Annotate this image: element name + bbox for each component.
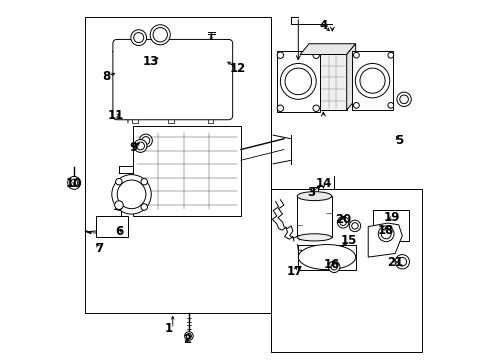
Text: 3: 3 (306, 186, 314, 199)
Text: 14: 14 (315, 177, 331, 190)
Bar (96, 216, 128, 237)
Circle shape (378, 226, 393, 242)
Circle shape (134, 139, 147, 152)
Ellipse shape (297, 234, 331, 241)
Text: 8: 8 (102, 69, 110, 82)
Text: 10: 10 (66, 177, 82, 190)
Circle shape (285, 68, 311, 95)
Circle shape (387, 52, 393, 58)
Bar (351, 51, 392, 110)
Circle shape (396, 92, 410, 107)
Text: 19: 19 (383, 211, 399, 224)
Bar (133, 126, 241, 216)
Text: 20: 20 (334, 213, 350, 226)
Circle shape (399, 95, 407, 104)
Circle shape (133, 33, 143, 42)
Bar (271, 189, 421, 352)
Circle shape (184, 332, 193, 340)
Text: 13: 13 (143, 55, 159, 68)
Circle shape (330, 264, 337, 270)
Text: 2: 2 (183, 333, 191, 346)
Bar (276, 51, 319, 112)
Polygon shape (300, 44, 355, 54)
Circle shape (348, 220, 360, 231)
Ellipse shape (297, 192, 331, 201)
Circle shape (312, 52, 319, 58)
Circle shape (131, 30, 146, 45)
Circle shape (277, 105, 283, 112)
Circle shape (280, 63, 316, 99)
Ellipse shape (298, 244, 355, 270)
Text: 1: 1 (165, 322, 173, 335)
Circle shape (115, 204, 122, 210)
Circle shape (117, 180, 145, 209)
Text: 5: 5 (394, 134, 402, 147)
Circle shape (351, 223, 357, 229)
Circle shape (136, 142, 144, 150)
Circle shape (277, 52, 283, 58)
Bar (300, 54, 346, 110)
Text: 7: 7 (95, 242, 103, 255)
Circle shape (337, 217, 348, 228)
Circle shape (67, 176, 81, 189)
Circle shape (380, 229, 390, 239)
Circle shape (112, 175, 151, 214)
Circle shape (150, 25, 170, 45)
Text: 9: 9 (129, 141, 137, 154)
Circle shape (394, 255, 408, 269)
Bar (85, 17, 271, 313)
Circle shape (142, 136, 149, 144)
Bar (298, 244, 355, 270)
Polygon shape (346, 44, 355, 110)
Circle shape (153, 28, 167, 42)
Circle shape (359, 68, 384, 93)
Circle shape (139, 134, 152, 147)
Circle shape (355, 63, 389, 98)
Circle shape (353, 52, 359, 58)
Circle shape (115, 201, 123, 210)
Text: 4: 4 (319, 19, 327, 32)
Polygon shape (367, 223, 402, 257)
Text: 16: 16 (324, 258, 340, 271)
Text: 17: 17 (286, 265, 302, 278)
Circle shape (70, 179, 78, 186)
Text: 6: 6 (115, 225, 123, 238)
Circle shape (312, 105, 319, 112)
Circle shape (115, 179, 122, 185)
Text: 12: 12 (229, 62, 245, 75)
Text: 15: 15 (340, 234, 356, 247)
Circle shape (353, 103, 359, 108)
Circle shape (397, 257, 406, 266)
Circle shape (328, 261, 339, 273)
Bar (372, 211, 408, 241)
Circle shape (141, 179, 147, 185)
Bar (297, 196, 331, 237)
FancyBboxPatch shape (113, 40, 232, 120)
Bar (310, 187, 317, 193)
Text: 18: 18 (377, 224, 393, 237)
Circle shape (339, 219, 346, 226)
Circle shape (186, 333, 191, 338)
Text: 21: 21 (386, 256, 403, 269)
Circle shape (387, 103, 393, 108)
Circle shape (141, 204, 147, 210)
Text: 11: 11 (107, 109, 123, 122)
